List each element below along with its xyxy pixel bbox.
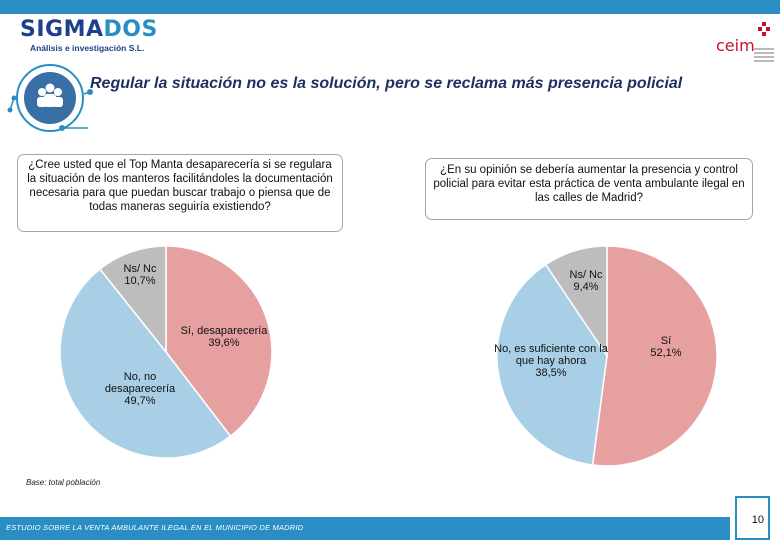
logo-subtitle: Análisis e investigación S.L. — [30, 43, 145, 53]
decor-dot — [7, 107, 13, 113]
pie2-label-si: Sí 52,1% — [636, 335, 696, 359]
pie1-nsnc-value: 10,7% — [124, 275, 156, 287]
pie1-si-value: 39,6% — [208, 337, 240, 349]
pie2-nsnc-value: 9,4% — [573, 281, 599, 293]
pie2-label-nsnc: Ns/ Nc 9,4% — [560, 269, 612, 293]
pie1-label-si: Sí, desaparecería 39,6% — [164, 325, 284, 349]
title-ring — [16, 64, 84, 132]
pie1-nsnc-name: Ns/ Nc — [123, 263, 157, 275]
top-accent-bar — [0, 0, 780, 14]
ceim-logo: ceim — [716, 22, 776, 66]
pie2-si-name: Sí — [660, 335, 672, 347]
pie2-label-no: No, es suficiente con la que hay ahora 3… — [492, 343, 610, 379]
pie1-label-nsnc: Ns/ Nc 10,7% — [112, 263, 168, 287]
pie1-label-no: No, no desaparecería 49,7% — [92, 371, 188, 407]
question-box-1: ¿Cree usted que el Top Manta desaparecer… — [17, 154, 343, 232]
pie1-slice-si — [165, 245, 273, 438]
pie1-no-value: 49,7% — [124, 395, 156, 407]
pie-chart-2 — [496, 245, 718, 467]
pie2-slice-si — [591, 245, 718, 467]
page-title: Regular la situación no es la solución, … — [90, 75, 683, 92]
pie2-no-value: 38,5% — [535, 367, 567, 379]
people-glyph-icon — [37, 83, 63, 107]
pie1-slice-no — [59, 268, 232, 459]
ceim-mark-icon — [758, 22, 770, 36]
pie2-si-value: 52,1% — [650, 347, 682, 359]
ceim-wordmark: ceim — [716, 36, 755, 55]
sigmados-logo: SIGMADOS Análisis e investigación S.L. — [20, 17, 158, 54]
pie1-slice-nsnc — [98, 245, 167, 355]
pie2-nsnc-name: Ns/ Nc — [569, 269, 603, 281]
pie2-slice-no — [496, 263, 608, 466]
ceim-subtext-lines — [754, 48, 774, 64]
pie1-no-name: No, no desaparecería — [104, 371, 176, 395]
pie2-slice-nsnc — [544, 245, 608, 359]
logo-main: SIGMA — [20, 17, 104, 42]
pie-chart-1 — [59, 245, 273, 459]
pie1-si-name: Sí, desaparecería — [180, 325, 268, 337]
logo-accent: DOS — [103, 17, 158, 42]
footer-study-title: ESTUDIO SOBRE LA VENTA AMBULANTE ILEGAL … — [6, 523, 304, 532]
pie2-no-name: No, es suficiente con la que hay ahora — [494, 343, 608, 367]
decor-line — [83, 91, 91, 95]
question-box-2: ¿En su opinión se debería aumentar la pr… — [425, 158, 753, 220]
page-number: 10 — [735, 496, 770, 540]
base-note: Base: total población — [26, 478, 101, 487]
footer-bar — [0, 517, 730, 540]
